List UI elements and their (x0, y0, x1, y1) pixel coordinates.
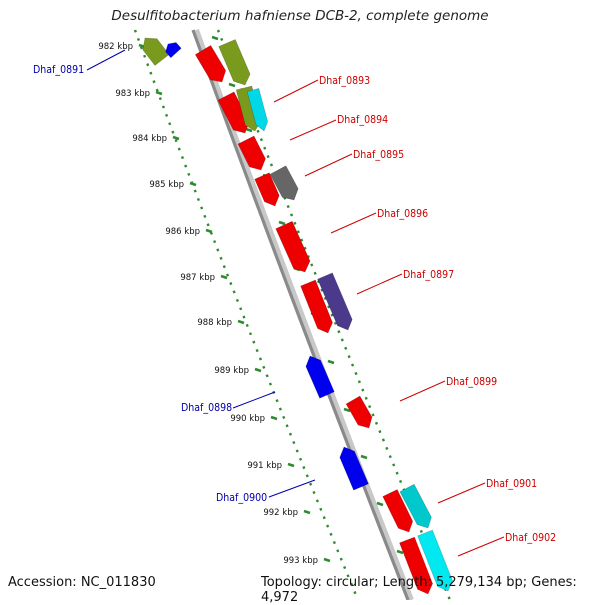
outer-tick-mark (278, 220, 286, 226)
label-leader-line (330, 212, 377, 234)
outer-tick-mark (211, 35, 219, 41)
label-leader-line (399, 380, 446, 402)
gene-arrow[interactable] (165, 42, 182, 59)
tick-label: 992 kbp (263, 508, 298, 518)
label-leader-line (289, 119, 337, 141)
tick-label: 989 kbp (214, 366, 249, 376)
tick-label: 984 kbp (132, 134, 167, 144)
label-leader-line (86, 49, 126, 71)
gene-label[interactable]: Dhaf_0891 (33, 64, 84, 76)
label-leader-line (457, 536, 505, 557)
gene-arrow[interactable] (194, 44, 227, 83)
gene-arrow[interactable] (254, 172, 280, 207)
gene-arrow[interactable] (246, 88, 269, 132)
gene-label[interactable]: Dhaf_0902 (505, 532, 556, 544)
gene-arrow[interactable] (345, 395, 373, 429)
outer-tick-mark (376, 501, 384, 507)
gene-label[interactable]: Dhaf_0901 (486, 478, 537, 490)
gene-arrow[interactable] (269, 165, 299, 201)
gene-label[interactable]: Dhaf_0896 (377, 208, 428, 220)
gene-label[interactable]: Dhaf_0895 (353, 149, 404, 161)
inner-tick-mark (323, 557, 331, 563)
gene-arrow[interactable] (237, 135, 266, 171)
inner-tick-mark (287, 462, 295, 468)
tick-label: 982 kbp (98, 42, 133, 52)
gene-arrow[interactable] (317, 272, 353, 331)
tick-label: 986 kbp (165, 227, 200, 237)
outer-tick-mark (396, 549, 404, 555)
label-leader-line (273, 79, 319, 103)
tick-label: 990 kbp (230, 414, 265, 424)
gene-arrow[interactable] (275, 220, 311, 273)
tick-label: 987 kbp (180, 273, 215, 283)
tick-label: 991 kbp (247, 461, 282, 471)
label-leader-line (437, 482, 486, 504)
label-leader-line (232, 391, 276, 409)
inner-tick-mark (254, 367, 262, 373)
inner-tick-mark (189, 181, 197, 187)
gene-arrow[interactable] (399, 536, 433, 595)
genome-map-content: 982 kbp 983 kbp 984 kbp 985 kbp 986 kbp 987 k… (33, 28, 556, 600)
inner-tick-mark (303, 509, 311, 515)
genome-backbone (191, 29, 410, 600)
gene-arrow[interactable] (218, 39, 251, 86)
tick-label: 983 kbp (115, 89, 150, 99)
gene-arrow[interactable] (300, 279, 333, 334)
label-leader-line (268, 479, 316, 498)
outer-tick-mark (360, 454, 368, 460)
map-title: Desulfitobacterium hafniense DCB-2, comp… (111, 8, 489, 24)
inner-tick-mark (220, 274, 228, 280)
outer-tick-mark (245, 127, 253, 133)
gene-arrow[interactable] (339, 446, 369, 491)
outer-tick-mark (343, 407, 351, 413)
inner-tick-mark (205, 228, 213, 234)
inner-tick-mark (270, 415, 278, 421)
tick-label: 985 kbp (149, 180, 184, 190)
label-leader-line (304, 153, 353, 177)
tick-label: 988 kbp (197, 318, 232, 328)
gene-label[interactable]: Dhaf_0899 (446, 376, 497, 388)
gene-label[interactable]: Dhaf_0894 (337, 114, 388, 126)
gene-arrow[interactable] (399, 483, 432, 529)
gene-arrow[interactable] (305, 355, 335, 399)
inner-tick-mark (155, 90, 163, 96)
gene-arrow[interactable] (382, 489, 414, 533)
label-leader-line (356, 273, 403, 295)
gene-label[interactable]: Dhaf_0897 (403, 269, 454, 281)
outer-tick-mark (327, 359, 335, 365)
outer-tick-mark (228, 82, 236, 88)
inner-tick-mark (172, 135, 180, 141)
gene-arrow[interactable] (417, 529, 453, 592)
gene-arrow[interactable] (142, 37, 170, 66)
inner-tick-mark (237, 319, 245, 325)
gene-label[interactable]: Dhaf_0893 (319, 75, 370, 87)
tick-label: 993 kbp (283, 556, 318, 566)
gene-arrow[interactable] (217, 91, 250, 134)
gene-label[interactable]: Dhaf_0900 (216, 492, 267, 504)
accession-text: Accession: NC_011830 (8, 575, 156, 590)
gene-label[interactable]: Dhaf_0898 (181, 402, 232, 414)
label-layer: Dhaf_0891 Dhaf_0893 Dhaf_0894 Dhaf_0895 Dhaf… (33, 49, 556, 557)
gene-layer (142, 37, 453, 595)
topology-text: Topology: circular; Length: 5,279,134 bp… (261, 575, 577, 605)
